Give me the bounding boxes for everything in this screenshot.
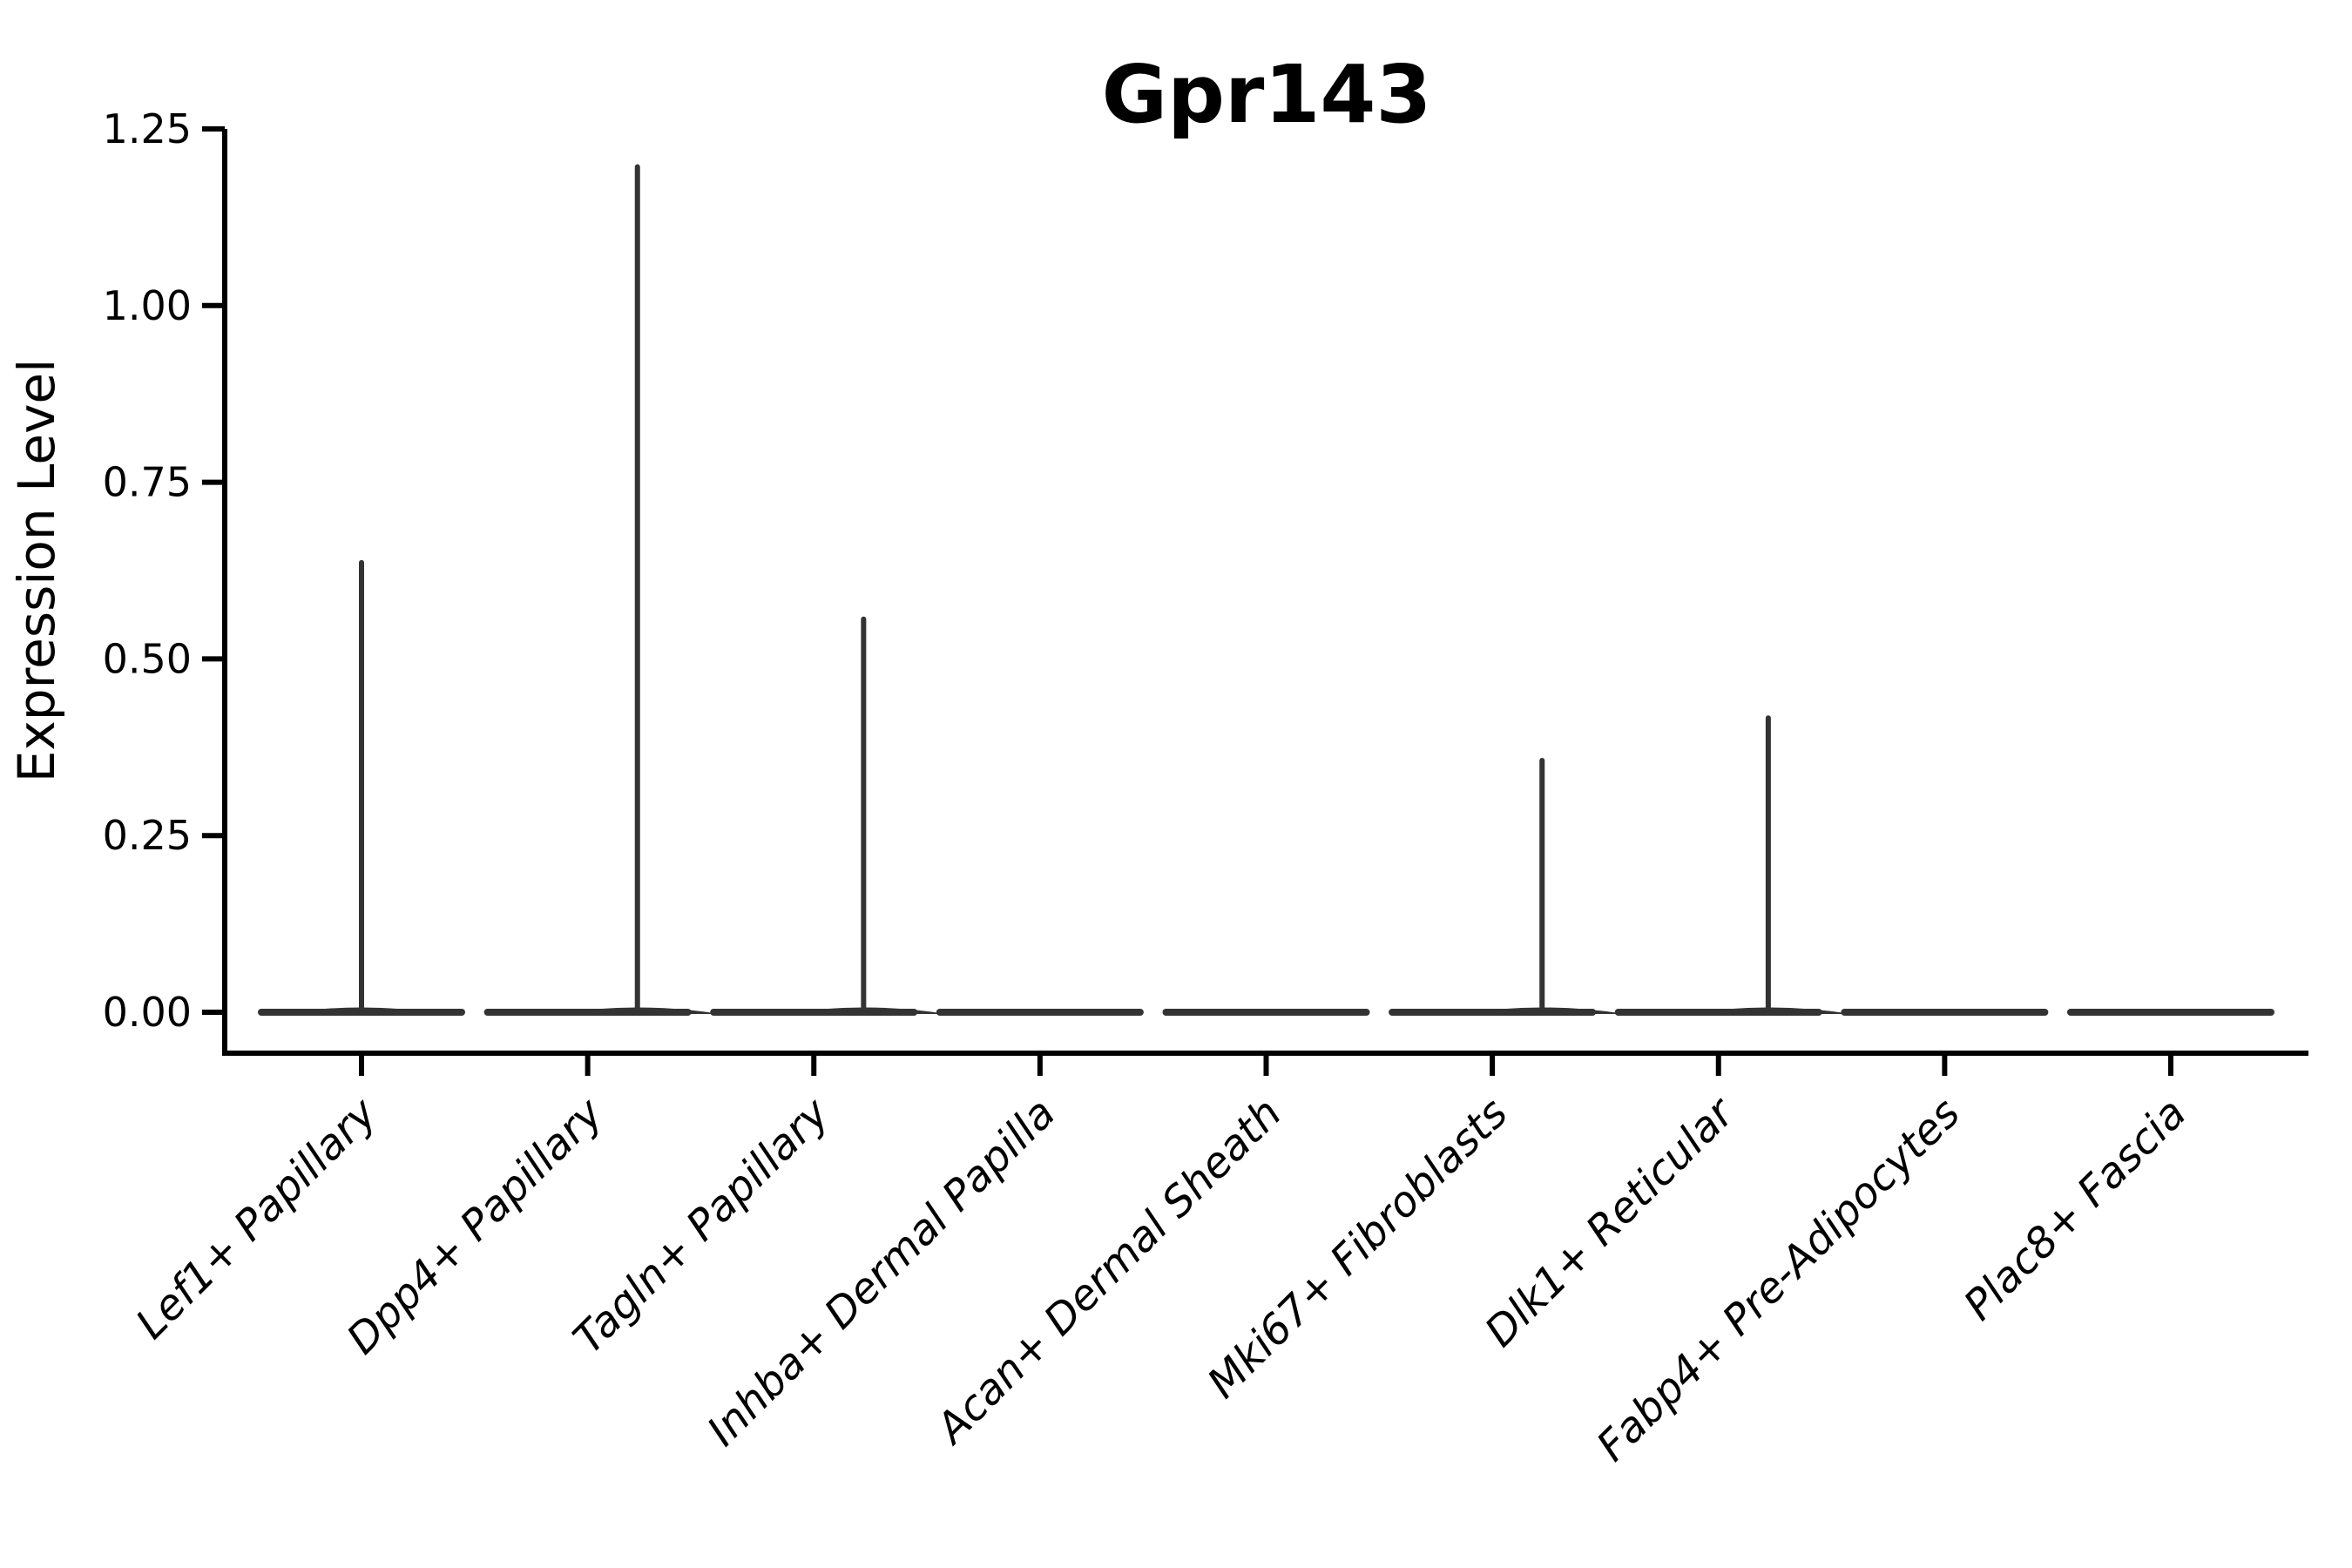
violin bbox=[2067, 1009, 2274, 1016]
violin-base bbox=[1841, 1009, 2049, 1016]
violin-spike bbox=[1765, 715, 1771, 1012]
y-tick-label: 0.50 bbox=[103, 635, 192, 682]
violin bbox=[710, 616, 947, 1016]
x-tick-label: Lef1+ Papillary bbox=[126, 1088, 387, 1348]
y-axis-ticks: 0.00 0.25 0.50 0.75 1.00 1.25 bbox=[103, 105, 225, 1036]
violin bbox=[1841, 1009, 2049, 1016]
y-tick-label: 0.00 bbox=[103, 989, 192, 1036]
violin-base bbox=[2067, 1009, 2274, 1016]
violin-spike bbox=[634, 164, 640, 1012]
violin bbox=[1162, 1009, 1370, 1016]
violin bbox=[258, 559, 465, 1016]
violin-base bbox=[1162, 1009, 1370, 1016]
y-tick-label: 0.75 bbox=[103, 459, 192, 506]
x-tick-label: Plac8+ Fascia bbox=[1955, 1089, 2196, 1330]
axes-spines bbox=[222, 129, 2308, 1056]
y-tick-label: 1.00 bbox=[103, 282, 192, 329]
violin bbox=[483, 164, 720, 1016]
violin-spike bbox=[359, 559, 364, 1012]
x-tick-label: Dlk1+ Reticular bbox=[1476, 1087, 1746, 1357]
y-tick-label: 1.25 bbox=[103, 105, 192, 152]
violins-group bbox=[258, 164, 2274, 1016]
violin bbox=[1389, 757, 1625, 1016]
violin bbox=[936, 1009, 1144, 1016]
y-axis-label: Expression Level bbox=[7, 359, 66, 782]
violin bbox=[1614, 715, 1851, 1016]
violin-spike bbox=[861, 616, 867, 1012]
x-tick-label: Fabp4+ Pre-Adipocytes bbox=[1587, 1089, 1970, 1471]
chart-title: Gpr143 bbox=[1102, 48, 1432, 141]
violin-spike bbox=[1539, 757, 1545, 1012]
y-tick-label: 0.25 bbox=[103, 812, 192, 859]
violin-base bbox=[936, 1009, 1144, 1016]
